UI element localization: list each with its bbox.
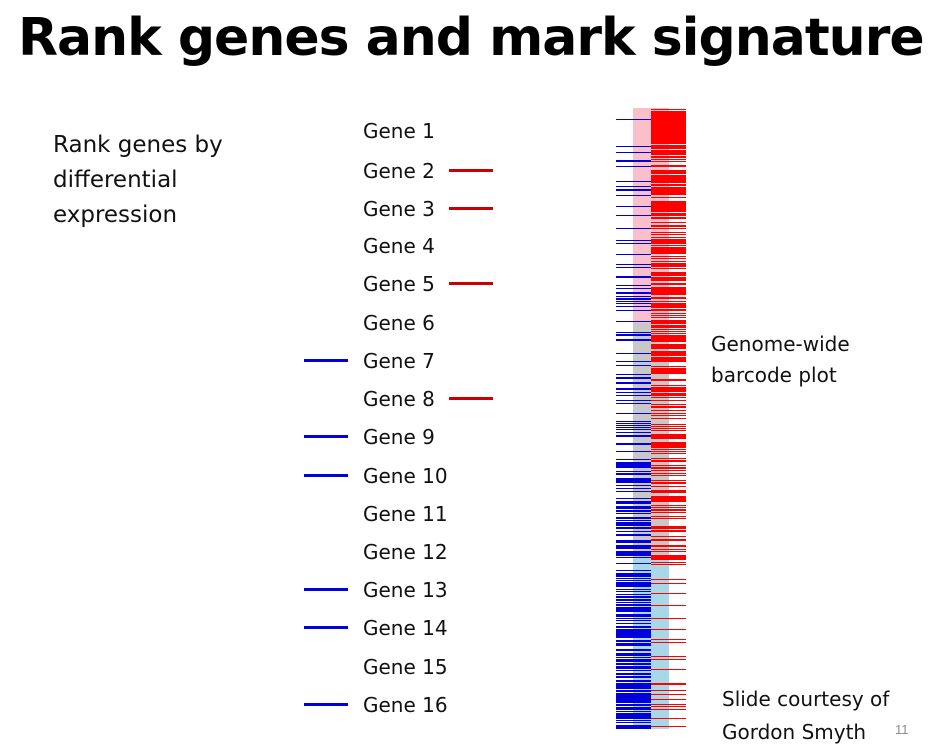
gene-row: Gene 10	[0, 462, 520, 490]
gene-label: Gene 2	[363, 159, 435, 183]
page-number: 11	[895, 722, 909, 737]
gene-row: Gene 6	[0, 309, 520, 337]
slide-credit: Slide courtesy of Gordon Smyth	[722, 687, 890, 744]
gene-row: Gene 7	[0, 347, 520, 375]
gene-row: Gene 4	[0, 232, 520, 260]
gene-row: Gene 15	[0, 653, 520, 681]
gene-label: Gene 12	[363, 540, 448, 564]
up-signature-mark	[449, 282, 493, 285]
up-signature-mark	[449, 207, 493, 210]
gene-label: Gene 3	[363, 197, 435, 221]
slide-title: Rank genes and mark signature	[18, 8, 925, 68]
up-signature-mark	[449, 169, 493, 172]
gene-label: Gene 1	[363, 119, 435, 143]
gene-label: Gene 10	[363, 464, 448, 488]
down-signature-mark	[304, 435, 348, 438]
gene-label: Gene 4	[363, 234, 435, 258]
gene-row: Gene 3	[0, 195, 520, 223]
barcode-plot-label: Genome-wide barcode plot	[711, 332, 850, 387]
gene-label: Gene 14	[363, 616, 448, 640]
gene-row: Gene 16	[0, 691, 520, 719]
gene-label: Gene 6	[363, 311, 435, 335]
gene-row: Gene 1	[0, 117, 520, 145]
down-signature-mark	[304, 474, 348, 477]
gene-label: Gene 11	[363, 502, 448, 526]
intro-text: Rank genes by differential expression	[53, 132, 223, 228]
up-signature-mark	[449, 397, 493, 400]
gene-label: Gene 13	[363, 578, 448, 602]
gene-row: Gene 5	[0, 270, 520, 298]
gene-row: Gene 2	[0, 157, 520, 185]
gene-label: Gene 7	[363, 349, 435, 373]
down-signature-mark	[304, 588, 348, 591]
gene-label: Gene 15	[363, 655, 448, 679]
gene-label: Gene 9	[363, 425, 435, 449]
down-signature-mark	[304, 703, 348, 706]
gene-label: Gene 16	[363, 693, 448, 717]
gene-label: Gene 8	[363, 387, 435, 411]
up-gene-bars	[651, 109, 686, 727]
gene-row: Gene 9	[0, 423, 520, 451]
gene-row: Gene 13	[0, 576, 520, 604]
gene-row: Gene 14	[0, 614, 520, 642]
gene-row: Gene 12	[0, 538, 520, 566]
gene-row: Gene 8	[0, 385, 520, 413]
gene-label: Gene 5	[363, 272, 435, 296]
down-signature-mark	[304, 359, 348, 362]
down-signature-mark	[304, 626, 348, 629]
gene-row: Gene 11	[0, 500, 520, 528]
down-gene-bars	[616, 119, 651, 729]
